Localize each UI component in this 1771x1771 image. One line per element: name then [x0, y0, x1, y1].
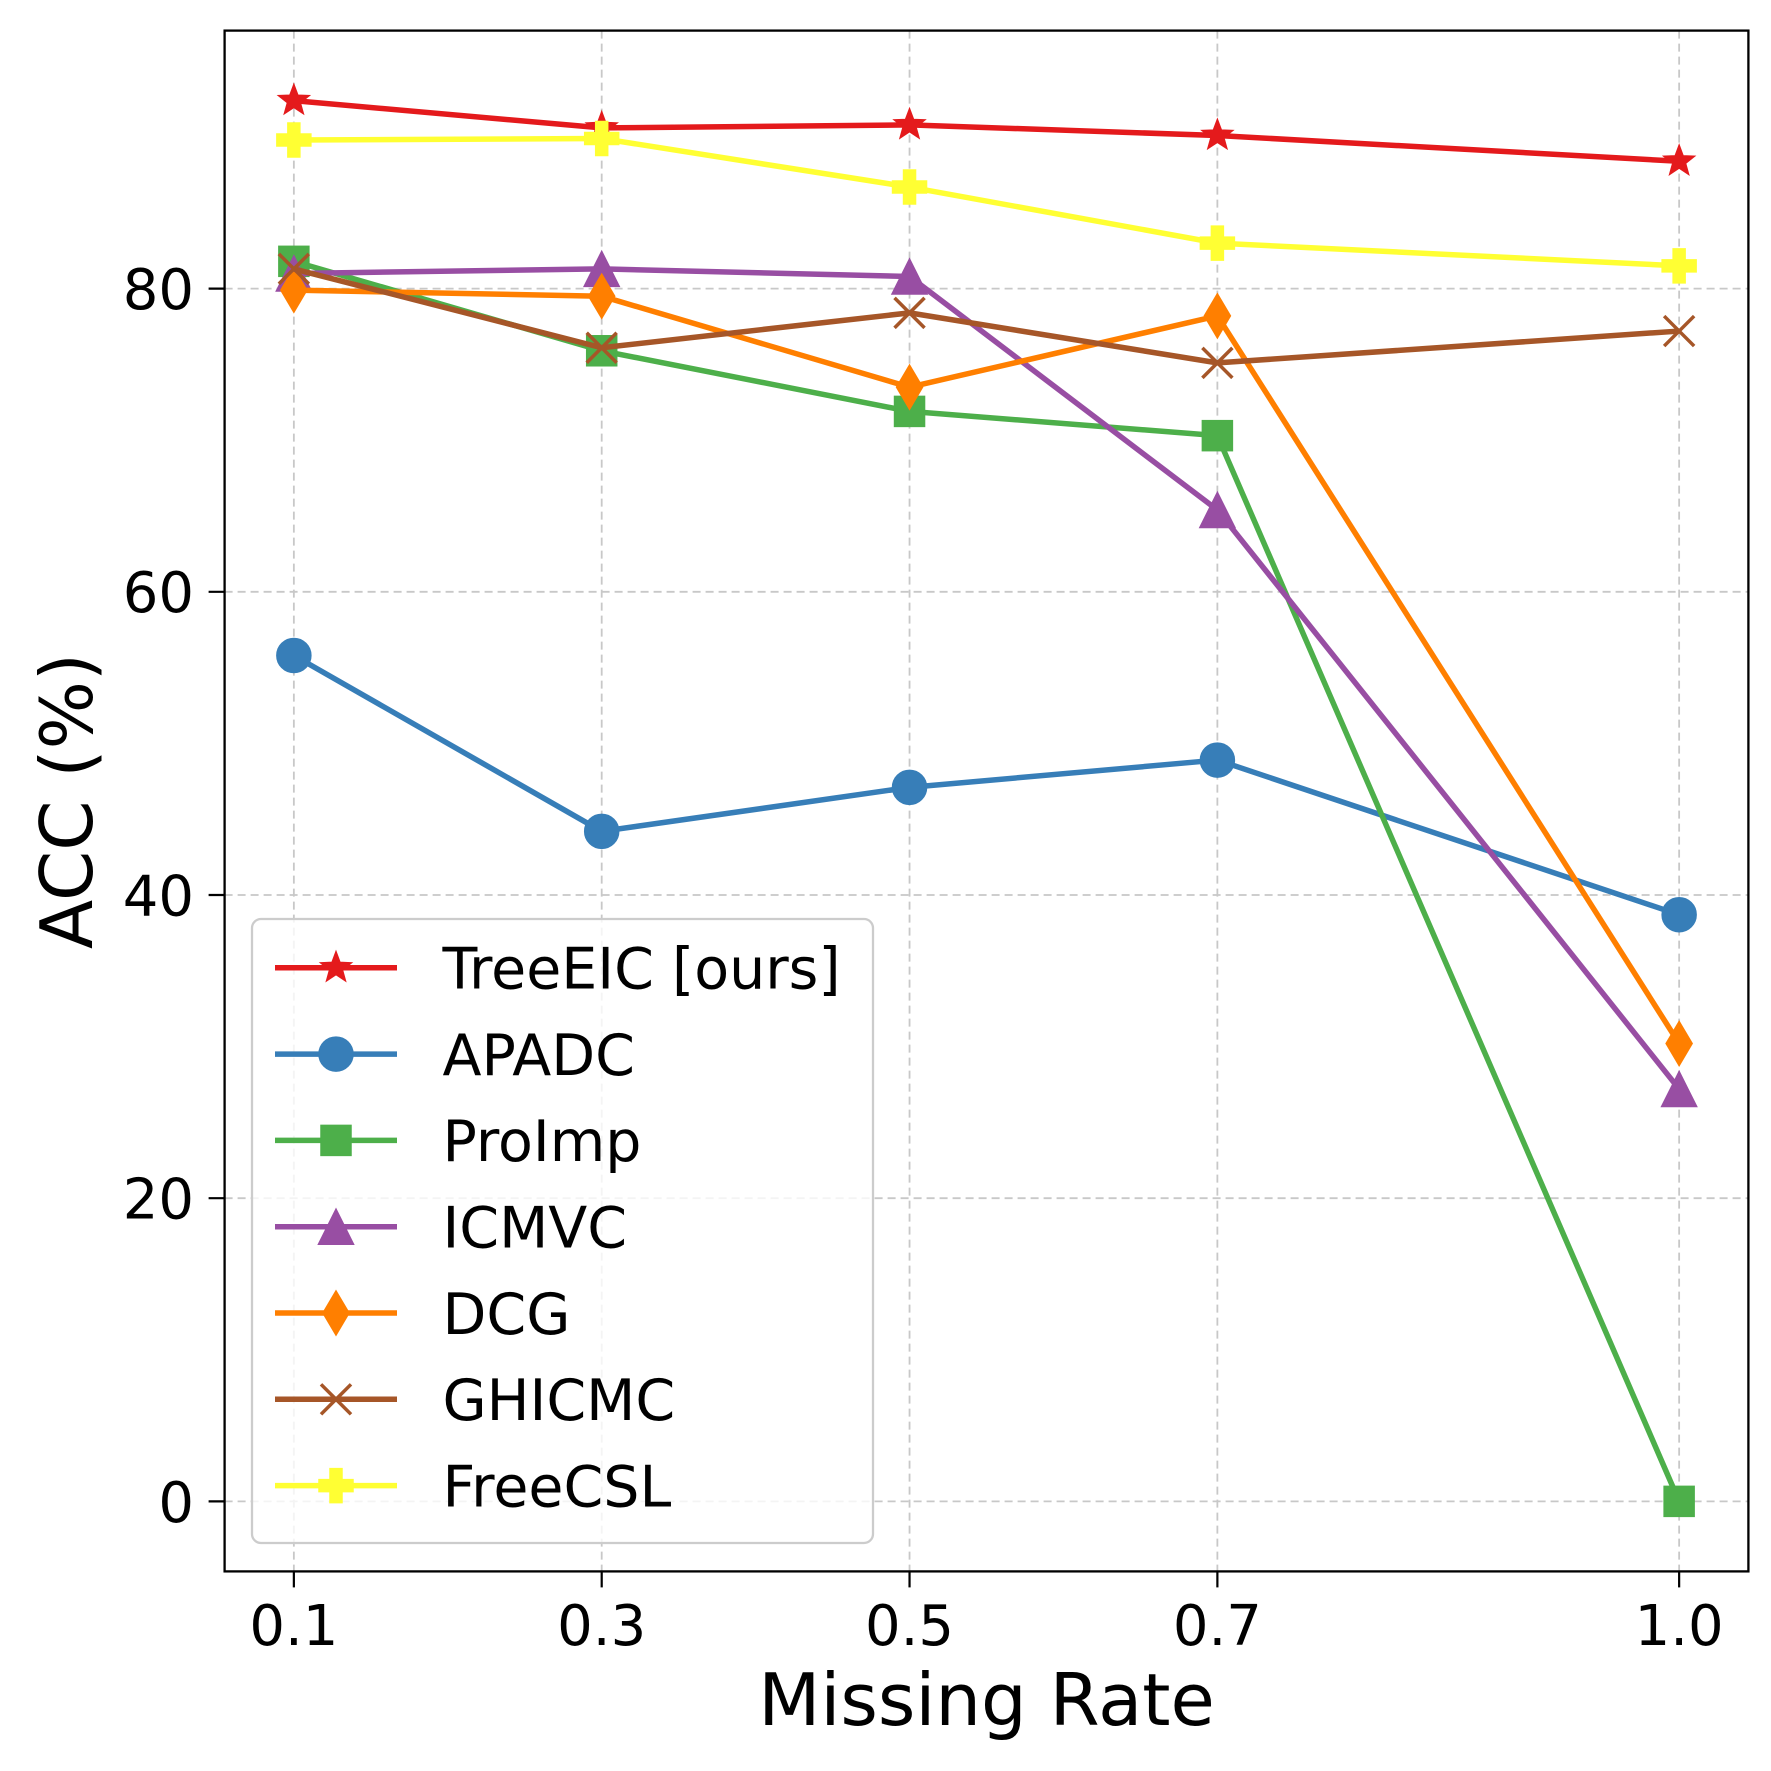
legend-entry-freecsl: FreeCSL: [275, 1454, 671, 1520]
data-point-treeeic-ours: [1661, 143, 1697, 176]
y-tick-label: 40: [123, 864, 194, 929]
legend-entry-ghicmc: GHICMC: [275, 1368, 675, 1434]
data-point-dcg: [1203, 292, 1232, 340]
legend-label: APADC: [443, 1023, 635, 1089]
data-point-apadc: [1199, 742, 1236, 778]
series-freecsl: [276, 120, 1697, 284]
data-point-icmvc: [890, 257, 929, 295]
data-point-treeeic-ours: [276, 82, 312, 116]
legend-entry-apadc: APADC: [275, 1023, 635, 1089]
x-tick-label: 0.1: [249, 1594, 338, 1659]
legend-marker: [322, 1289, 350, 1337]
data-point-treeeic-ours: [1200, 117, 1235, 151]
legend-entry-proimp: ProImp: [275, 1109, 641, 1175]
data-point-apadc: [583, 813, 620, 850]
legend-marker: [318, 1467, 354, 1504]
legend: TreeEIC [ours] APADC ProImp ICMVC DCG GHICMC F…: [250, 917, 875, 1545]
x-axis-label: Missing Rate: [758, 1658, 1214, 1742]
legend-marker: [317, 1207, 355, 1245]
legend-marker: [318, 949, 354, 983]
legend-entry-treeeic-ours: TreeEIC [ours]: [275, 937, 841, 1003]
data-point-ghicmc: [1662, 314, 1696, 348]
data-point-dcg: [279, 266, 308, 314]
legend-marker: [320, 1124, 352, 1157]
series-dcg: [279, 266, 1694, 1068]
data-point-apadc: [891, 769, 928, 806]
data-point-proimp: [1201, 419, 1234, 452]
legend-marker: [319, 1383, 353, 1416]
y-tick-label: 20: [123, 1168, 194, 1233]
legend-marker: [318, 1036, 354, 1072]
data-point-proimp: [585, 335, 618, 367]
data-point-apadc: [276, 637, 312, 674]
data-point-ghicmc: [1201, 346, 1234, 380]
data-point-icmvc: [1198, 490, 1237, 529]
data-point-dcg: [895, 363, 924, 411]
legend-label: ICMVC: [443, 1196, 628, 1262]
data-point-freecsl: [1661, 248, 1697, 284]
y-tick-label: 0: [158, 1471, 194, 1536]
data-point-ghicmc: [893, 296, 926, 330]
data-point-freecsl: [583, 120, 620, 157]
series-layer: [275, 82, 1698, 1518]
data-point-icmvc: [1660, 1069, 1698, 1108]
axes-frame: [223, 29, 1750, 1573]
legend-entry-icmvc: ICMVC: [275, 1196, 627, 1262]
legend-label: TreeEIC [ours]: [442, 937, 841, 1003]
legend-entry-dcg: DCG: [275, 1282, 570, 1348]
data-point-freecsl: [276, 122, 312, 158]
legend-label: ProImp: [443, 1109, 642, 1175]
data-point-ghicmc: [585, 331, 618, 364]
data-point-freecsl: [891, 169, 928, 205]
series-apadc: [276, 637, 1697, 933]
data-point-apadc: [1661, 896, 1697, 933]
y-axis-label: ACC (%): [25, 653, 109, 949]
axes: 0.1 0.3 0.5 0.7 1.0 0 20 40 60 80: [123, 29, 1750, 1659]
data-point-ghicmc: [277, 252, 311, 286]
x-tick-label: 0.5: [865, 1594, 954, 1659]
x-tick-label: 1.0: [1635, 1594, 1724, 1659]
x-tick-label: 0.3: [557, 1594, 646, 1659]
y-tick-label: 60: [123, 561, 194, 626]
data-point-dcg: [587, 272, 616, 320]
legend-label: FreeCSL: [443, 1454, 672, 1520]
data-point-dcg: [1665, 1020, 1694, 1068]
x-tick-label: 0.7: [1173, 1594, 1262, 1659]
data-point-treeeic-ours: [892, 106, 927, 140]
series-ghicmc: [277, 252, 1696, 380]
legend-label: DCG: [443, 1282, 571, 1348]
legend-label: GHICMC: [443, 1368, 676, 1434]
data-point-freecsl: [1199, 225, 1236, 261]
legend-frame: [250, 917, 875, 1545]
y-tick-label: 80: [123, 258, 194, 323]
data-point-proimp: [1663, 1485, 1695, 1518]
